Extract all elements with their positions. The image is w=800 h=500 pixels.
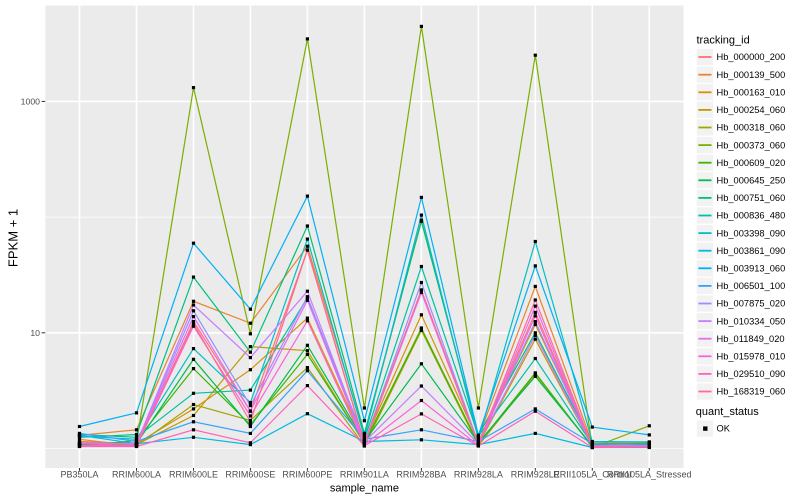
svg-text:Hb_000318_060: Hb_000318_060 — [717, 123, 786, 133]
svg-text:quant_status: quant_status — [696, 406, 759, 418]
svg-text:Hb_003861_090: Hb_003861_090 — [717, 246, 786, 256]
svg-text:Hb_015978_010: Hb_015978_010 — [717, 352, 786, 362]
svg-text:RRIM600SE: RRIM600SE — [225, 470, 275, 480]
svg-text:RRII105LA_Control: RRII105LA_Control — [553, 470, 631, 480]
svg-text:Hb_003398_090: Hb_003398_090 — [717, 228, 786, 238]
svg-text:RRIM928BA: RRIM928BA — [396, 470, 446, 480]
svg-text:Hb_000139_500: Hb_000139_500 — [717, 70, 786, 80]
svg-text:Hb_029510_090: Hb_029510_090 — [717, 369, 786, 379]
svg-text:sample_name: sample_name — [330, 483, 399, 495]
svg-text:Hb_011849_020: Hb_011849_020 — [717, 334, 785, 344]
svg-text:Hb_168319_060: Hb_168319_060 — [717, 387, 786, 397]
svg-text:Hb_000751_060: Hb_000751_060 — [717, 193, 786, 203]
svg-text:RRIM928LA: RRIM928LA — [454, 470, 503, 480]
svg-text:10: 10 — [30, 328, 40, 338]
svg-text:Hb_006501_100: Hb_006501_100 — [717, 281, 786, 291]
svg-text:Hb_000373_060: Hb_000373_060 — [717, 140, 786, 150]
svg-text:Hb_000645_250: Hb_000645_250 — [717, 176, 786, 186]
svg-text:RRIM600LA: RRIM600LA — [112, 470, 161, 480]
svg-text:Hb_000163_010: Hb_000163_010 — [717, 88, 786, 98]
svg-text:RRII105LA_Stressed: RRII105LA_Stressed — [607, 470, 692, 480]
svg-text:Hb_010334_050: Hb_010334_050 — [717, 316, 786, 326]
svg-text:PB350LA: PB350LA — [60, 470, 98, 480]
svg-text:RRIM928LE: RRIM928LE — [511, 470, 560, 480]
svg-text:Hb_003913_060: Hb_003913_060 — [717, 264, 786, 274]
svg-text:FPKM + 1: FPKM + 1 — [5, 209, 20, 267]
svg-text:Hb_000000_200: Hb_000000_200 — [717, 52, 786, 62]
svg-text:Hb_000254_060: Hb_000254_060 — [717, 105, 786, 115]
svg-text:RRIM600PE: RRIM600PE — [282, 470, 332, 480]
svg-text:Hb_007875_020: Hb_007875_020 — [717, 299, 786, 309]
svg-text:1000: 1000 — [21, 97, 40, 107]
svg-text:tracking_id: tracking_id — [697, 35, 750, 47]
svg-text:RRIM600LE: RRIM600LE — [169, 470, 218, 480]
svg-text:Hb_000836_480: Hb_000836_480 — [717, 211, 786, 221]
svg-text:OK: OK — [717, 424, 731, 434]
svg-text:Hb_000609_020: Hb_000609_020 — [717, 158, 786, 168]
svg-text:RRIM901LA: RRIM901LA — [340, 470, 389, 480]
